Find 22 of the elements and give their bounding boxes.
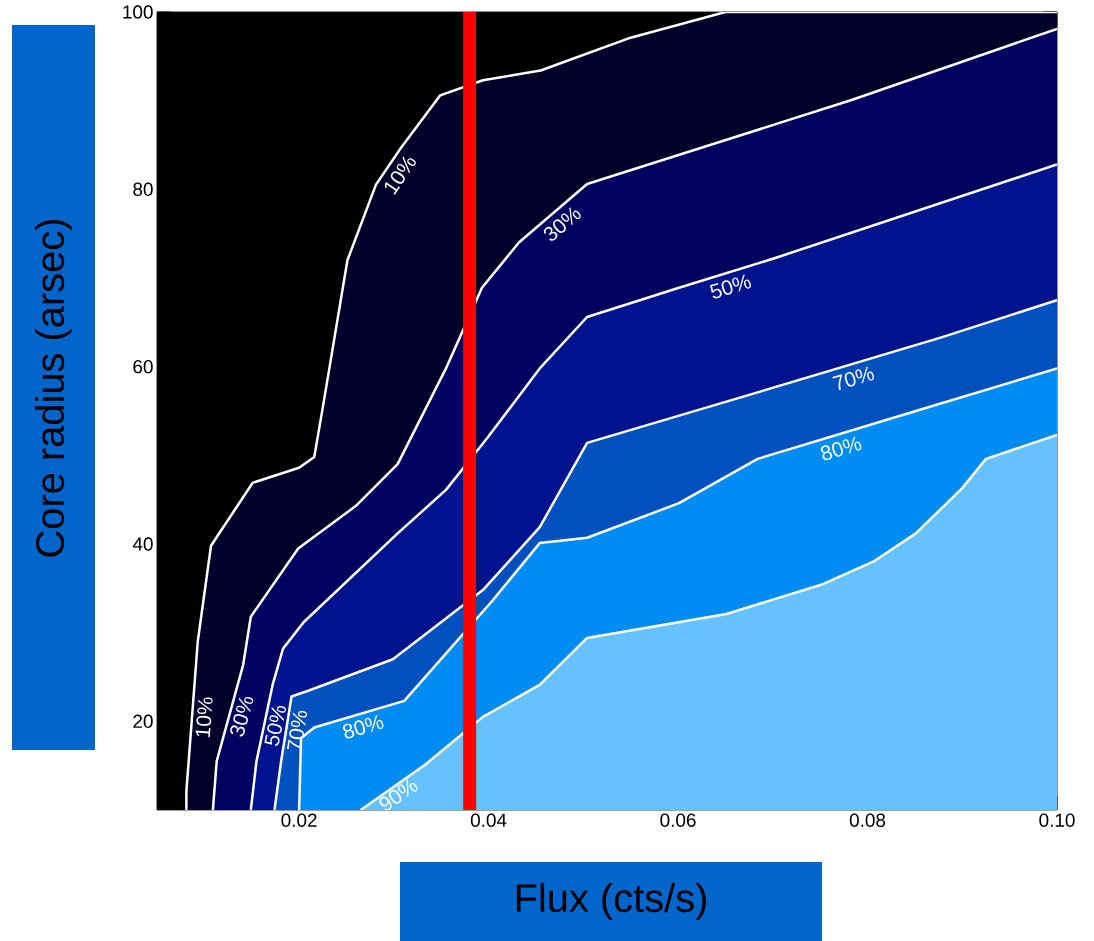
series-label: 80% bbox=[820, 436, 862, 461]
x-tick-label: 0.06 bbox=[660, 813, 696, 827]
text: 50% bbox=[710, 274, 751, 299]
x-tick-label: 0.02 bbox=[281, 813, 317, 827]
y-tick-label: 40 bbox=[132, 537, 153, 551]
series-label: 30% bbox=[230, 697, 254, 737]
text: 30% bbox=[543, 207, 581, 241]
y-axis-title: Core radius (arsec) bbox=[34, 220, 73, 557]
series-label: 50% bbox=[264, 706, 287, 746]
x-tick-label: 0.10 bbox=[1039, 813, 1075, 827]
x-tick-label: 0.04 bbox=[470, 813, 507, 827]
y-tick-label: 20 bbox=[133, 714, 153, 729]
series-label: 70% bbox=[286, 710, 308, 750]
text: 70% bbox=[832, 366, 875, 391]
x-axis-title: Flux (cts/s) bbox=[516, 882, 706, 921]
y-tick-label: 60 bbox=[133, 359, 153, 374]
series-label: 10% bbox=[195, 697, 213, 738]
y-tick-label: 100 bbox=[123, 5, 153, 19]
y-tick-label: 80 bbox=[133, 182, 153, 197]
x-tick-label: 0.08 bbox=[849, 813, 886, 827]
text: 80% bbox=[342, 714, 384, 739]
series-label: 90% bbox=[379, 779, 418, 811]
